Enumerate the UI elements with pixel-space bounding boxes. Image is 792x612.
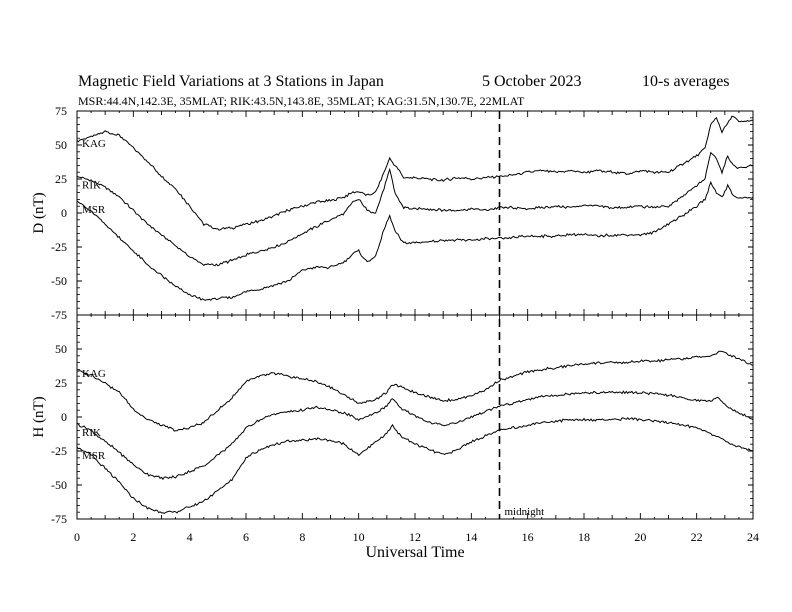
y-tick-label-top: -75 bbox=[51, 308, 67, 322]
series-line-kag-bottom bbox=[76, 350, 754, 432]
y-tick-label-top: 50 bbox=[55, 138, 67, 152]
series-line-msr-top bbox=[76, 180, 754, 301]
x-axis-label: Universal Time bbox=[365, 544, 464, 561]
y-tick-label-bottom: 50 bbox=[55, 342, 67, 356]
x-tick-label: 22 bbox=[691, 530, 703, 544]
series-line-kag-top bbox=[76, 115, 753, 231]
x-tick-label: 0 bbox=[74, 530, 80, 544]
plot-frame-top bbox=[76, 110, 754, 316]
y-tick-label-bottom: -75 bbox=[51, 512, 67, 526]
series-line-rik-bottom bbox=[76, 390, 754, 481]
x-tick-label: 16 bbox=[522, 530, 534, 544]
series-label-rik-bottom: RIK bbox=[82, 427, 101, 439]
y-axis-label-bottom: H (nT) bbox=[31, 396, 47, 437]
panel-d: 75 50 25 0 -25 -50 -75 D (nT) KAG RIK MSR bbox=[31, 104, 754, 322]
series-line-msr-bottom bbox=[76, 417, 754, 514]
x-tick-label: 14 bbox=[465, 530, 477, 544]
chart-date: 5 October 2023 bbox=[482, 73, 582, 90]
panel-h: 50 25 0 -25 -50 -75 H (nT) KAG RIK MSR bbox=[31, 314, 754, 526]
series-line-rik-top bbox=[76, 151, 754, 267]
series-label-msr-bottom: MSR bbox=[82, 450, 106, 462]
y-axis-label-top: D (nT) bbox=[31, 192, 47, 233]
series-label-kag-bottom: KAG bbox=[82, 368, 106, 380]
x-tick-label: 6 bbox=[243, 530, 249, 544]
y-tick-label-top: 75 bbox=[55, 104, 67, 118]
y-tick-label-top: -25 bbox=[51, 240, 67, 254]
chart-title: Magnetic Field Variations at 3 Stations … bbox=[78, 73, 384, 90]
x-tick-label: 10 bbox=[353, 530, 365, 544]
stations-line: MSR:44.4N,142.3E, 35MLAT; RIK:43.5N,143.… bbox=[78, 94, 525, 108]
series-label-msr-top: MSR bbox=[82, 204, 106, 216]
y-tick-label-bottom: 0 bbox=[61, 410, 67, 424]
y-tick-label-bottom: -25 bbox=[51, 444, 67, 458]
x-tick-label: 8 bbox=[299, 530, 305, 544]
x-tick-label: 2 bbox=[130, 530, 136, 544]
x-tick-label: 24 bbox=[747, 530, 759, 544]
x-tick-label: 20 bbox=[634, 530, 646, 544]
y-tick-label-bottom: 25 bbox=[55, 376, 67, 390]
x-tick-label: 4 bbox=[187, 530, 193, 544]
chart-averaging: 10-s averages bbox=[642, 73, 730, 90]
series-label-rik-top: RIK bbox=[82, 179, 101, 191]
x-tick-label: 12 bbox=[409, 530, 421, 544]
plot-frame-bottom bbox=[76, 314, 754, 520]
y-tick-label-bottom: -50 bbox=[51, 478, 67, 492]
midnight-label: midnight bbox=[505, 506, 545, 518]
series-label-kag-top: KAG bbox=[82, 138, 106, 150]
y-tick-label-top: 25 bbox=[55, 172, 67, 186]
y-tick-label-top: 0 bbox=[61, 206, 67, 220]
y-tick-label-top: -50 bbox=[51, 274, 67, 288]
x-tick-label: 18 bbox=[578, 530, 590, 544]
